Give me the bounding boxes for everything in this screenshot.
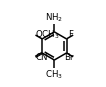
Text: CN: CN [35, 53, 48, 62]
Text: NH$_2$: NH$_2$ [45, 11, 63, 24]
Text: F: F [68, 30, 74, 39]
Text: OCH$_3$: OCH$_3$ [35, 29, 60, 41]
Text: CH$_3$: CH$_3$ [45, 68, 63, 81]
Text: Br: Br [64, 53, 74, 62]
